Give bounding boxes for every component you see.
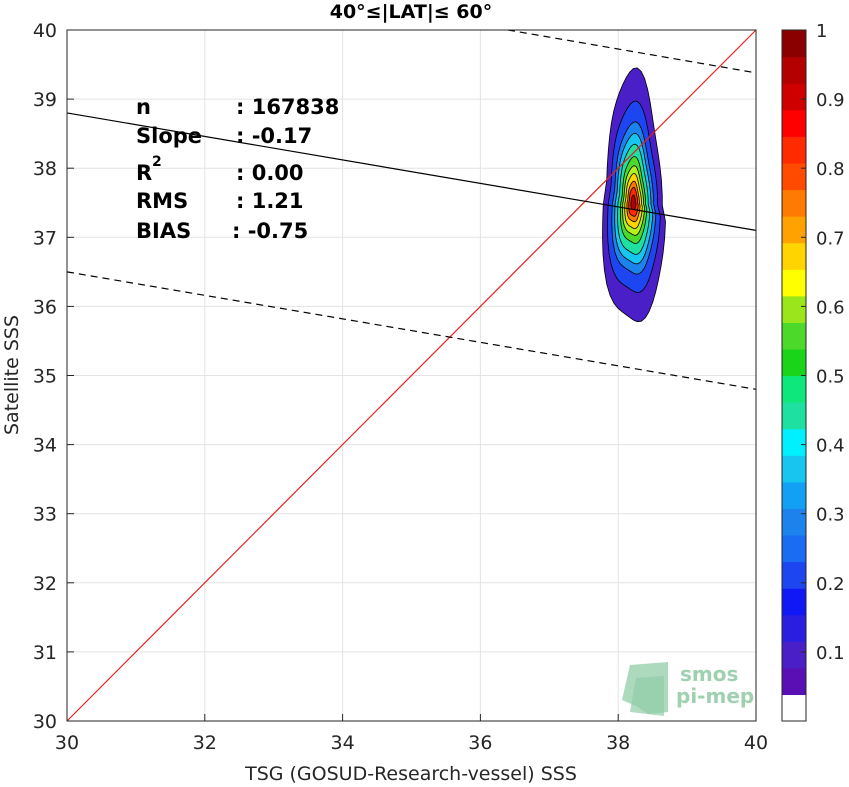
stat-rms-label: RMS — [136, 189, 188, 213]
y-tick-label: 37 — [33, 227, 57, 249]
colorbar-band — [782, 242, 806, 270]
colorbar-band — [782, 561, 806, 589]
x-tick-label: 34 — [331, 732, 355, 754]
stat-rms-value: : 1.21 — [236, 189, 304, 213]
colorbar-band — [782, 216, 806, 244]
colorbar-band — [782, 667, 806, 696]
y-tick-label: 31 — [33, 642, 57, 664]
stat-bias-label: BIAS — [136, 219, 191, 243]
statistics-box: n : 167838 Slope : -0.17 R 2 : 0.00 RMS … — [136, 95, 339, 243]
colorbar-band — [782, 269, 806, 297]
colorbar-band — [782, 694, 806, 722]
stat-r2-superscript: 2 — [152, 154, 162, 170]
stat-r2-value: : 0.00 — [236, 161, 304, 185]
contour-level — [630, 194, 637, 210]
x-tick-label: 30 — [55, 732, 79, 754]
colorbar-tick-label: 0.3 — [816, 505, 845, 526]
x-tick-label: 32 — [193, 732, 217, 754]
y-axis-label: Satellite SSS — [1, 315, 23, 435]
colorbar-tick-label: 0.2 — [816, 574, 845, 595]
y-tick-label: 30 — [33, 711, 57, 733]
x-axis-label: TSG (GOSUD-Research-vessel) SSS — [244, 763, 577, 785]
fit-lines — [66, 29, 757, 722]
chart-title: 40°≤|LAT|≤ 60° — [330, 1, 493, 23]
logo-text-pi-mep: pi-mep — [676, 684, 754, 708]
colorbar-band — [782, 322, 806, 350]
colorbar-band — [782, 481, 806, 509]
colorbar-ticks: 0.1 0.2 0.3 0.4 0.5 0.6 0.7 0.8 0.9 1 — [801, 21, 845, 664]
colorbar-band — [782, 375, 806, 403]
logo-text-smos: smos — [680, 662, 738, 686]
colorbar-tick-label: 0.8 — [816, 159, 845, 180]
colorbar-bands — [782, 30, 806, 722]
colorbar-tick-label: 1 — [816, 21, 827, 42]
grid — [66, 29, 757, 722]
x-tick-label: 38 — [606, 732, 630, 754]
colorbar-tick-label: 0.1 — [816, 643, 845, 664]
y-tick-label: 36 — [33, 296, 57, 318]
colorbar-band — [782, 428, 806, 456]
stat-n-label: n — [136, 95, 151, 119]
colorbar-band — [782, 588, 806, 616]
y-tick-label: 40 — [33, 20, 57, 42]
y-tick-label: 32 — [33, 573, 57, 595]
identity-line — [66, 29, 757, 722]
colorbar-band — [782, 508, 806, 536]
colorbar-band — [782, 534, 806, 563]
stat-n-value: : 167838 — [236, 95, 339, 119]
y-tick-label: 35 — [33, 366, 57, 388]
colorbar-band — [782, 162, 806, 191]
colorbar-tick-label: 0.6 — [816, 297, 845, 318]
colorbar-band — [782, 614, 806, 642]
x-tick-label: 40 — [744, 732, 768, 754]
stat-r2-label: R — [136, 161, 152, 185]
colorbar-band — [782, 348, 806, 377]
colorbar-band — [782, 402, 806, 430]
upper-bound-line — [507, 29, 757, 74]
colorbar-band — [782, 455, 806, 483]
colorbar-band — [782, 136, 806, 164]
lower-bound-line — [66, 271, 757, 390]
smos-pi-mep-logo: smos pi-mep — [622, 662, 754, 716]
y-tick-label: 33 — [33, 504, 57, 526]
colorbar-band — [782, 83, 806, 111]
colorbar-tick-label: 0.7 — [816, 228, 845, 249]
colorbar: 0.1 0.2 0.3 0.4 0.5 0.6 0.7 0.8 0.9 1 — [781, 21, 845, 722]
colorbar-band — [782, 30, 806, 58]
x-axis: 30 32 34 36 38 40 — [55, 714, 768, 754]
y-tick-label: 39 — [33, 89, 57, 111]
colorbar-tick-label: 0.5 — [816, 367, 845, 388]
regression-line — [66, 112, 757, 231]
colorbar-band — [782, 295, 806, 323]
stat-slope-value: : -0.17 — [236, 124, 312, 148]
colorbar-tick-label: 0.9 — [816, 90, 845, 111]
y-axis: 30 31 32 33 34 35 36 37 38 39 40 — [33, 20, 74, 733]
stat-bias-value: : -0.75 — [232, 219, 308, 243]
colorbar-band — [782, 641, 806, 669]
density-contours — [602, 67, 666, 323]
y-tick-label: 34 — [33, 435, 57, 457]
colorbar-tick-label: 0.4 — [816, 436, 845, 457]
y-tick-label: 38 — [33, 158, 57, 180]
colorbar-band — [782, 109, 806, 137]
stat-slope-label: Slope — [136, 124, 202, 148]
x-tick-label: 36 — [468, 732, 492, 754]
colorbar-band — [782, 56, 806, 84]
colorbar-band — [782, 189, 806, 217]
